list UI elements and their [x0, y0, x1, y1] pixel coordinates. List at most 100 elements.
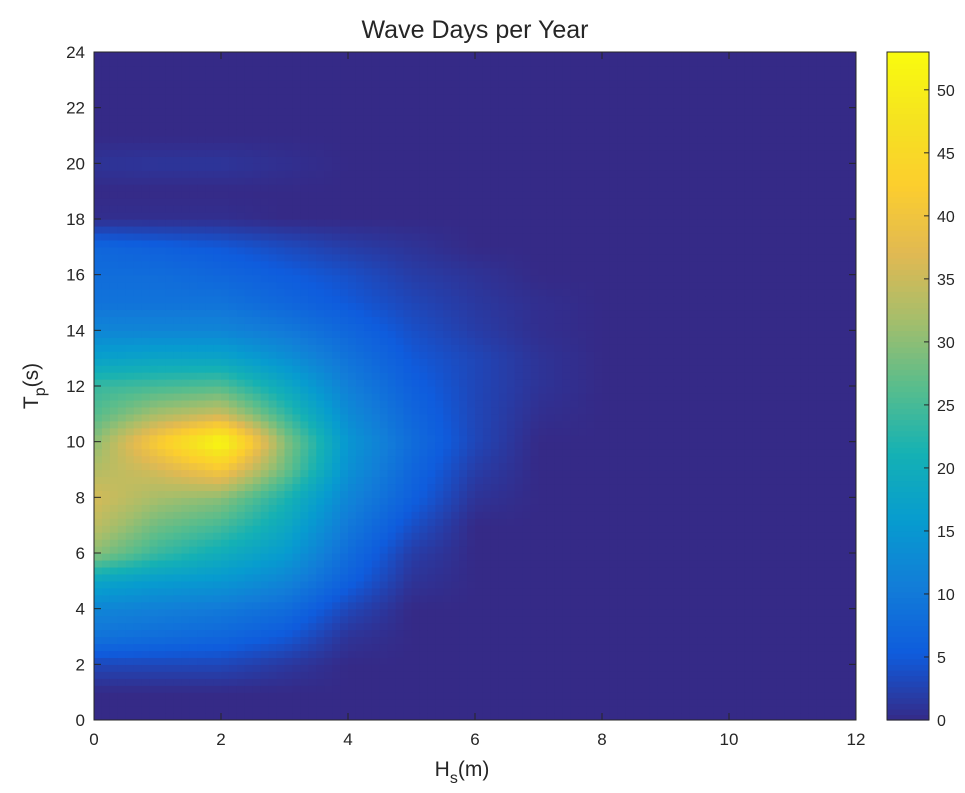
- heatmap-cell: [181, 580, 190, 589]
- heatmap-cell: [109, 379, 119, 387]
- heatmap-cell: [776, 580, 786, 589]
- heatmap-cell: [173, 566, 182, 575]
- heatmap-cell: [721, 441, 730, 450]
- heatmap-cell: [451, 559, 460, 568]
- heatmap-cell: [649, 525, 659, 533]
- heatmap-cell: [363, 643, 373, 652]
- heatmap-cell: [617, 434, 627, 443]
- heatmap-cell: [387, 573, 397, 582]
- heatmap-cell: [649, 504, 659, 512]
- heatmap-cell: [292, 427, 301, 436]
- heatmap-cell: [443, 685, 452, 693]
- heatmap-cell: [427, 657, 436, 665]
- heatmap-cell: [800, 692, 809, 700]
- heatmap-cell: [94, 615, 103, 624]
- heatmap-cell: [284, 379, 294, 387]
- heatmap-cell: [165, 406, 174, 415]
- heatmap-cell: [800, 553, 809, 561]
- heatmap-cell: [284, 553, 294, 561]
- heatmap-cell: [340, 594, 349, 603]
- heatmap-cell: [165, 650, 174, 658]
- heatmap-cell: [546, 643, 555, 652]
- heatmap-cell: [371, 532, 381, 540]
- heatmap-cell: [736, 469, 746, 478]
- heatmap-cell: [268, 629, 278, 638]
- heatmap-cell: [236, 636, 246, 645]
- heatmap-cell: [752, 392, 762, 401]
- heatmap-cell: [840, 580, 849, 589]
- heatmap-cell: [816, 476, 825, 485]
- heatmap-cell: [308, 358, 317, 366]
- heatmap-cell: [586, 379, 595, 387]
- heatmap-cell: [808, 587, 817, 596]
- heatmap-cell: [189, 504, 198, 512]
- heatmap-cell: [729, 615, 738, 624]
- heatmap-cell: [729, 622, 738, 631]
- heatmap-cell: [340, 532, 349, 540]
- heatmap-cell: [641, 636, 651, 645]
- heatmap-cell: [625, 601, 635, 610]
- heatmap-cell: [459, 650, 468, 658]
- heatmap-cell: [586, 706, 595, 714]
- heatmap-cell: [276, 476, 286, 485]
- heatmap-cell: [792, 650, 802, 658]
- heatmap-cell: [451, 392, 460, 401]
- heatmap-cell: [228, 699, 238, 707]
- heatmap-cell: [506, 608, 516, 617]
- heatmap-cell: [752, 441, 762, 450]
- heatmap-cell: [205, 573, 214, 582]
- heatmap-cell: [292, 358, 301, 366]
- heatmap-cell: [419, 413, 428, 422]
- heatmap-cell: [181, 399, 190, 408]
- heatmap-cell: [673, 539, 682, 547]
- heatmap-cell: [800, 678, 809, 686]
- heatmap-cell: [554, 553, 563, 561]
- heatmap-cell: [348, 546, 357, 554]
- heatmap-cell: [697, 518, 706, 526]
- heatmap-cell: [157, 573, 167, 582]
- heatmap-cell: [94, 379, 103, 387]
- heatmap-cell: [403, 699, 413, 707]
- heatmap-cell: [562, 615, 571, 624]
- heatmap-cell: [498, 525, 508, 533]
- heatmap-cell: [117, 518, 127, 526]
- heatmap-cell: [768, 671, 778, 679]
- heatmap-cell: [94, 657, 103, 665]
- heatmap-cell: [530, 518, 540, 526]
- heatmap-cell: [689, 483, 698, 491]
- heatmap-cell: [546, 386, 555, 394]
- heatmap-cell: [419, 386, 428, 394]
- heatmap-cell: [221, 546, 230, 554]
- heatmap-cell: [776, 525, 786, 533]
- heatmap-cell: [776, 358, 786, 366]
- heatmap-cell: [260, 615, 270, 624]
- heatmap-cell: [681, 546, 690, 554]
- heatmap-cell: [736, 685, 746, 693]
- heatmap-cell: [586, 511, 595, 519]
- heatmap-cell: [633, 587, 643, 596]
- heatmap-cell: [411, 650, 421, 658]
- heatmap-cell: [467, 490, 476, 498]
- heatmap-cell: [562, 365, 571, 373]
- heatmap-cell: [641, 699, 651, 707]
- heatmap-cell: [633, 643, 643, 652]
- heatmap-cell: [284, 587, 294, 596]
- heatmap-cell: [276, 420, 286, 429]
- heatmap-cell: [181, 643, 190, 652]
- heatmap-cell: [776, 636, 786, 645]
- heatmap-cell: [673, 455, 682, 464]
- heatmap-cell: [475, 580, 484, 589]
- heatmap-cell: [657, 497, 667, 505]
- heatmap-cell: [268, 615, 278, 624]
- heatmap-cell: [252, 420, 262, 429]
- heatmap-cell: [165, 692, 174, 700]
- heatmap-cell: [157, 699, 167, 707]
- heatmap-cell: [419, 678, 428, 686]
- heatmap-cell: [530, 504, 540, 512]
- heatmap-cell: [427, 559, 436, 568]
- heatmap-cell: [482, 525, 492, 533]
- heatmap-cell: [784, 671, 794, 679]
- heatmap-cell: [657, 483, 667, 491]
- heatmap-cell: [181, 566, 190, 575]
- heatmap-cell: [94, 399, 103, 408]
